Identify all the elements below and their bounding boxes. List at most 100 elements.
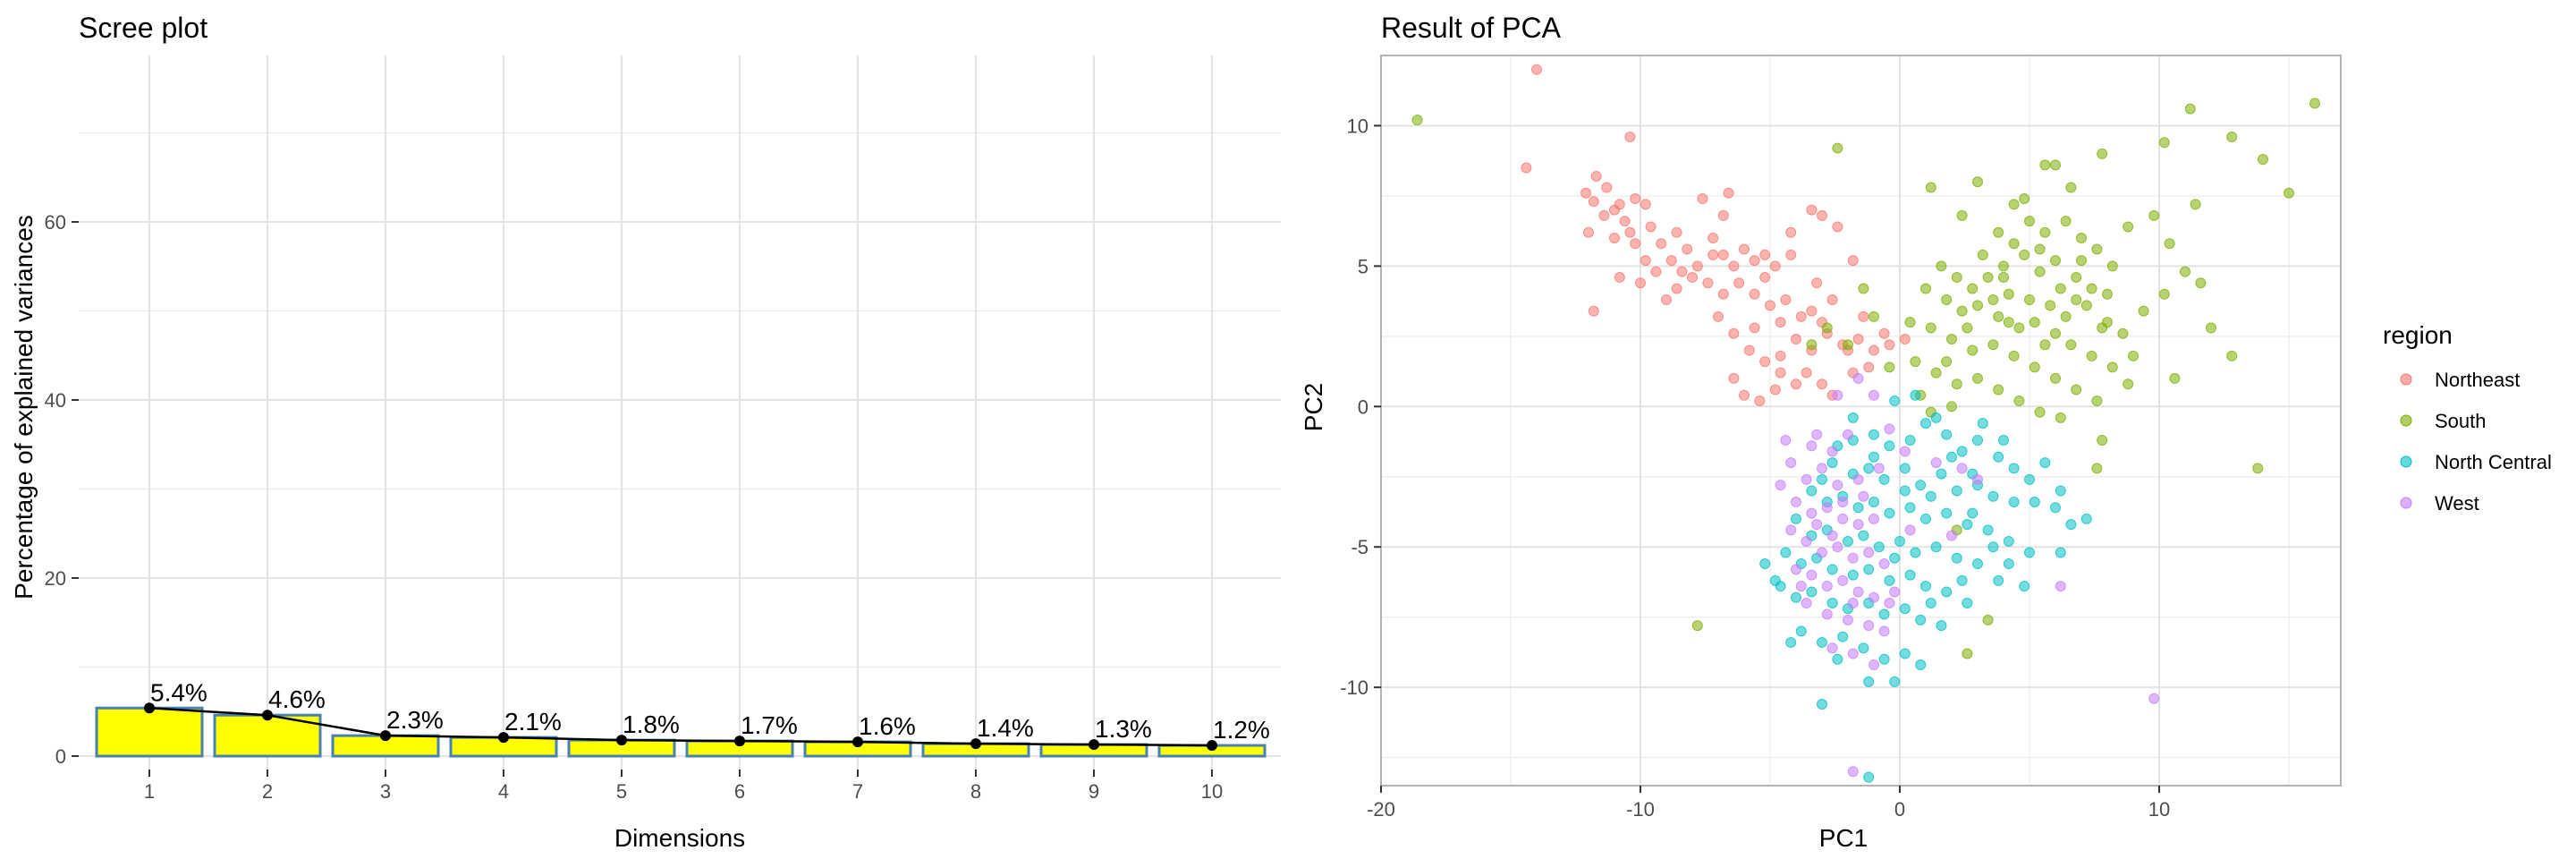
pca-point <box>1863 676 1875 687</box>
pca-point <box>2060 310 2072 322</box>
pca-point <box>1868 344 1879 356</box>
pca-point <box>1852 473 1864 485</box>
pca-point <box>2226 350 2238 361</box>
pca-point <box>1889 552 1901 564</box>
pca-point <box>1801 473 1812 485</box>
pca-point <box>1884 423 1895 435</box>
pca-point <box>1806 485 1818 497</box>
pca-point <box>1521 162 1532 174</box>
pca-point <box>1993 226 2004 238</box>
pca-point <box>1847 648 1859 659</box>
pca-point <box>2039 159 2051 171</box>
pca-point <box>1749 288 1760 300</box>
pca-point <box>2019 249 2030 260</box>
pca-point <box>1910 389 1921 401</box>
pca-point <box>1956 209 1968 221</box>
scree-x-tick-label: 6 <box>734 780 745 803</box>
pca-point <box>2024 473 2035 485</box>
pca-point <box>1791 333 1801 344</box>
pca-point <box>2086 350 2097 361</box>
pca-point <box>1858 283 1869 294</box>
pca-point <box>1765 300 1775 311</box>
pca-point <box>1739 389 1750 401</box>
legend-label: Northeast <box>2435 369 2520 391</box>
pca-point <box>1878 653 1890 665</box>
pca-point <box>1863 463 1875 474</box>
legend-label: North Central <box>2435 451 2552 473</box>
pca-point <box>2003 558 2014 570</box>
pca-point <box>1739 243 1750 255</box>
pca-point <box>2065 182 2077 193</box>
pca-point <box>1889 395 1901 407</box>
pca-point <box>1811 429 1823 440</box>
pca-point <box>1977 249 1988 260</box>
scree-y-tick-label: 40 <box>45 389 66 412</box>
pca-point <box>1821 502 1833 514</box>
pca-point <box>2055 283 2066 294</box>
scree-x-tick-label: 4 <box>498 780 509 803</box>
pca-point <box>1925 182 1936 193</box>
pca-point <box>2065 339 2077 351</box>
scree-title: Scree plot <box>79 12 208 44</box>
pca-point <box>1930 457 1942 469</box>
pca-point <box>1769 574 1781 586</box>
pca-point <box>1987 490 1999 502</box>
pca-point <box>1899 333 1911 344</box>
pca-point <box>1878 473 1890 485</box>
pca-point <box>2190 199 2201 210</box>
pca-point <box>1635 277 1646 289</box>
pca-point <box>1806 305 1818 317</box>
pca-plot: Result of PCA PC1 PC2 -20 -10 0 10 -10 -5 0 5 10… <box>1300 12 2552 852</box>
pca-point <box>1795 581 1807 592</box>
legend-key <box>2400 455 2412 468</box>
pca-point <box>1941 586 1953 598</box>
scree-grid <box>79 55 1281 770</box>
legend-key <box>2400 373 2412 386</box>
pca-point <box>1998 260 2009 272</box>
pca-point <box>2080 300 2092 311</box>
pca-point <box>1671 283 1682 294</box>
pca-point <box>2097 322 2108 334</box>
pca-point <box>1671 226 1682 238</box>
pca-point <box>1826 294 1838 306</box>
legend-title: region <box>2383 321 2453 349</box>
pca-point <box>1817 209 1827 221</box>
pca-point <box>1946 333 1957 344</box>
pca-point <box>1754 395 1766 407</box>
pca-point <box>1821 581 1833 592</box>
pca-point <box>2008 350 2020 361</box>
pca-point <box>2184 103 2196 115</box>
pca-point <box>1723 187 1734 199</box>
pca-point <box>1884 574 1895 586</box>
pca-point <box>1826 446 1838 457</box>
pca-point <box>2003 535 2014 547</box>
pca-y-tick-label: 10 <box>1347 115 1368 137</box>
scree-line <box>144 702 1217 752</box>
pca-point <box>1972 300 1983 311</box>
pca-point <box>1982 271 1994 283</box>
pca-point <box>1817 473 1827 485</box>
pca-point <box>1590 170 1602 182</box>
pca-point <box>1863 771 1875 783</box>
pca-point <box>1733 277 1745 289</box>
pca-point <box>1904 569 1916 581</box>
pca-point <box>1780 294 1792 306</box>
pca-point <box>1811 277 1823 289</box>
scree-point <box>380 730 391 742</box>
scree-data-label: 2.3% <box>386 706 444 734</box>
pca-point <box>1972 434 1983 446</box>
scree-point <box>852 736 863 748</box>
pca-point <box>1852 519 1864 531</box>
pca-point <box>1920 418 1931 430</box>
pca-point <box>1682 243 1693 255</box>
pca-point <box>2008 199 2020 210</box>
pca-point <box>2106 361 2118 373</box>
pca-point <box>1951 485 1962 497</box>
pca-point <box>2039 226 2051 238</box>
pca-point <box>1806 569 1818 581</box>
pca-point <box>2019 581 2030 592</box>
pca-point <box>1899 446 1911 457</box>
pca-point <box>1791 564 1801 575</box>
scree-x-tick-label: 3 <box>380 780 391 803</box>
scree-line-path <box>148 707 1213 747</box>
